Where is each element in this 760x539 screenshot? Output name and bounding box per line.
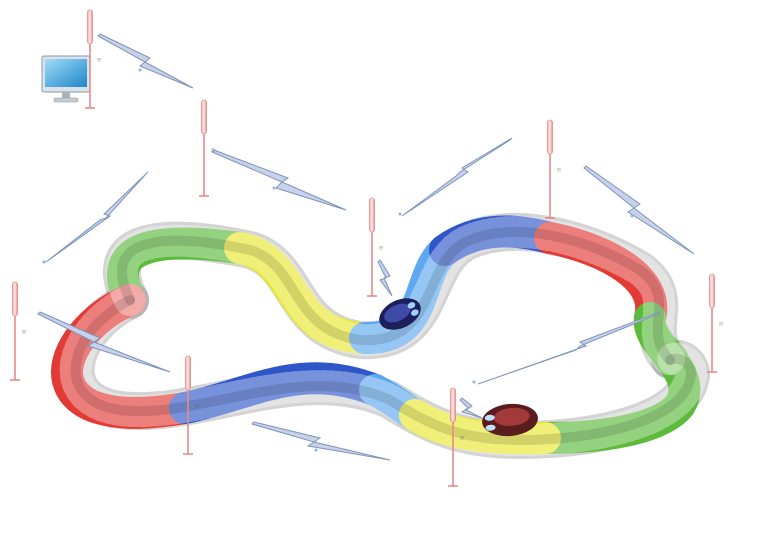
track-segment-red-left <box>51 284 201 429</box>
track-segment-yellow-top <box>224 232 381 354</box>
monitor-icon <box>41 55 91 103</box>
race-car-icon <box>379 298 421 330</box>
track-segment-yellow-bottom <box>399 399 561 455</box>
antenna-icon: !! <box>448 387 464 487</box>
antenna-icon: !! <box>199 99 215 197</box>
signal-bolt-icon <box>37 311 171 373</box>
track-segment-green-left <box>107 227 256 316</box>
signal-bolt-icon <box>477 311 661 385</box>
antenna-mark: !! <box>379 246 383 252</box>
signal-bolt-icon <box>45 171 149 263</box>
track-segment-green-right <box>529 302 701 454</box>
antenna-mark: !! <box>97 58 101 64</box>
antenna-icon: !! <box>545 119 561 219</box>
antenna-mark: !! <box>211 148 215 154</box>
antenna-icon: !! <box>367 197 383 297</box>
race-car-icon <box>482 403 538 437</box>
signal-bolt-icon <box>401 137 513 217</box>
antenna-icon: !! <box>10 281 26 381</box>
signal-links <box>37 33 695 461</box>
signal-bolt-icon <box>377 259 393 297</box>
antennas: !!!!!!!!!!!!!!!! <box>10 9 723 487</box>
signal-bolt-icon <box>583 165 695 255</box>
antenna-mark: !! <box>195 404 199 410</box>
antenna-mark: !! <box>719 322 723 328</box>
signal-dots <box>42 68 634 452</box>
antenna-icon: !! <box>707 273 723 373</box>
signal-bolt-icon <box>97 33 194 89</box>
signal-bolt-icon <box>211 149 347 211</box>
antenna-icon: !! <box>183 355 199 455</box>
antenna-mark: !! <box>22 330 26 336</box>
signal-bolt-icon <box>459 397 483 419</box>
track-segment-blue-bottom <box>169 362 391 424</box>
signal-bolt-icon <box>251 421 391 461</box>
antenna-icon: !! <box>85 9 101 109</box>
antenna-mark: !! <box>460 436 464 442</box>
antenna-mark: !! <box>557 168 561 174</box>
